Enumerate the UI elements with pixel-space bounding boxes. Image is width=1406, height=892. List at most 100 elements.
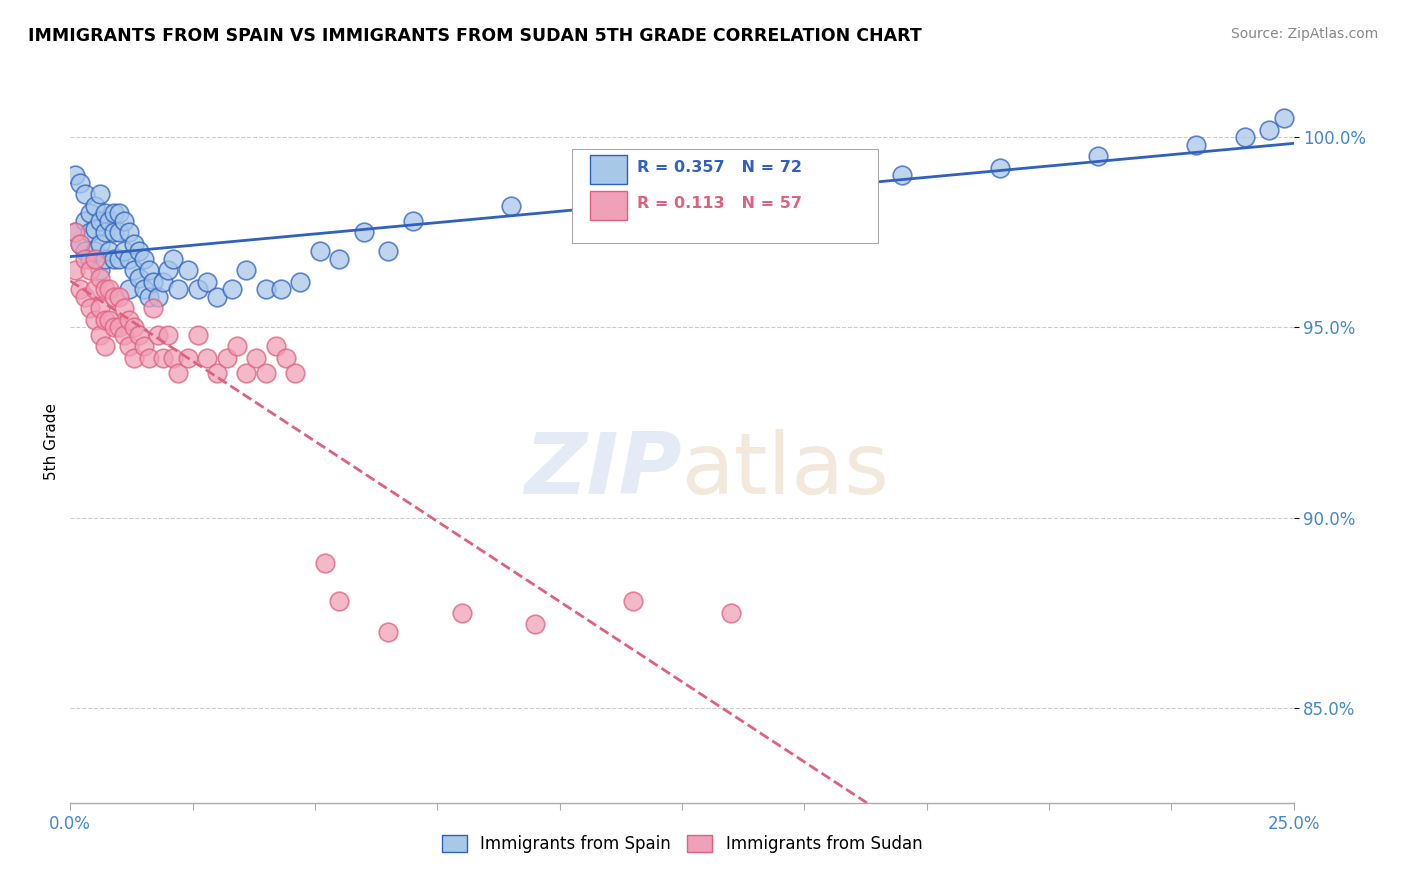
Point — [103, 206, 125, 220]
Point — [167, 282, 190, 296]
Point — [69, 236, 91, 251]
Point — [138, 263, 160, 277]
Point — [73, 244, 96, 259]
Point — [177, 263, 200, 277]
Point — [112, 301, 135, 316]
Point — [186, 328, 208, 343]
Point — [167, 366, 190, 380]
Point — [1258, 122, 1281, 136]
Text: R = 0.357   N = 72: R = 0.357 N = 72 — [637, 160, 801, 175]
Point — [132, 282, 155, 296]
Point — [254, 282, 277, 296]
Point — [73, 187, 96, 202]
Point — [152, 351, 174, 365]
Point — [128, 328, 150, 343]
Point — [118, 252, 141, 266]
Point — [148, 290, 170, 304]
Point — [73, 290, 96, 304]
Point — [235, 366, 257, 380]
Point — [112, 214, 135, 228]
Point — [69, 282, 91, 296]
Point — [793, 187, 815, 202]
Point — [205, 290, 228, 304]
Point — [83, 252, 105, 266]
Point — [308, 244, 330, 259]
Point — [328, 252, 350, 266]
Point — [138, 351, 160, 365]
Point — [108, 226, 131, 240]
Point — [270, 282, 292, 296]
Point — [314, 556, 336, 570]
Point — [79, 252, 101, 266]
Point — [162, 252, 184, 266]
Point — [157, 263, 180, 277]
Point — [93, 282, 115, 296]
Point — [103, 226, 125, 240]
Point — [284, 366, 307, 380]
Point — [108, 290, 131, 304]
Text: Source: ZipAtlas.com: Source: ZipAtlas.com — [1230, 27, 1378, 41]
Point — [79, 301, 101, 316]
Point — [89, 214, 111, 228]
Point — [98, 313, 121, 327]
Point — [98, 282, 121, 296]
Point — [63, 263, 86, 277]
Point — [122, 351, 145, 365]
Point — [152, 275, 174, 289]
Point — [79, 263, 101, 277]
Point — [108, 320, 131, 334]
Bar — [591, 191, 627, 219]
Point — [205, 366, 228, 380]
Point — [142, 275, 165, 289]
Point — [891, 169, 914, 183]
Point — [264, 339, 287, 353]
Point — [138, 290, 160, 304]
Point — [195, 275, 218, 289]
Point — [112, 328, 135, 343]
Point — [83, 221, 105, 235]
Point — [89, 301, 111, 316]
Point — [245, 351, 267, 365]
Point — [73, 214, 96, 228]
Point — [142, 301, 165, 316]
Point — [148, 328, 170, 343]
Point — [93, 252, 115, 266]
Point — [108, 252, 131, 266]
Point — [524, 617, 547, 632]
Y-axis label: 5th Grade: 5th Grade — [44, 403, 59, 480]
Text: ZIP: ZIP — [524, 429, 682, 512]
Text: R = 0.113   N = 57: R = 0.113 N = 57 — [637, 196, 801, 211]
Point — [103, 290, 125, 304]
Point — [235, 263, 257, 277]
Point — [377, 244, 399, 259]
Point — [118, 313, 141, 327]
Point — [720, 606, 742, 620]
FancyBboxPatch shape — [572, 149, 877, 243]
Point — [103, 252, 125, 266]
Point — [93, 206, 115, 220]
Point — [73, 252, 96, 266]
Point — [225, 339, 247, 353]
Point — [79, 206, 101, 220]
Point — [1272, 112, 1295, 126]
Point — [93, 339, 115, 353]
Legend: Immigrants from Spain, Immigrants from Sudan: Immigrants from Spain, Immigrants from S… — [434, 828, 929, 860]
Point — [215, 351, 238, 365]
Point — [128, 244, 150, 259]
Point — [89, 328, 111, 343]
Point — [598, 187, 620, 202]
Point — [108, 206, 131, 220]
Point — [89, 236, 111, 251]
Point — [63, 226, 86, 240]
Point — [83, 313, 105, 327]
Point — [83, 282, 105, 296]
Point — [499, 199, 522, 213]
Text: atlas: atlas — [682, 429, 890, 512]
Point — [118, 282, 141, 296]
Point — [186, 282, 208, 296]
Point — [128, 271, 150, 285]
Point — [112, 244, 135, 259]
Point — [274, 351, 297, 365]
Point — [254, 366, 277, 380]
Point — [450, 606, 472, 620]
